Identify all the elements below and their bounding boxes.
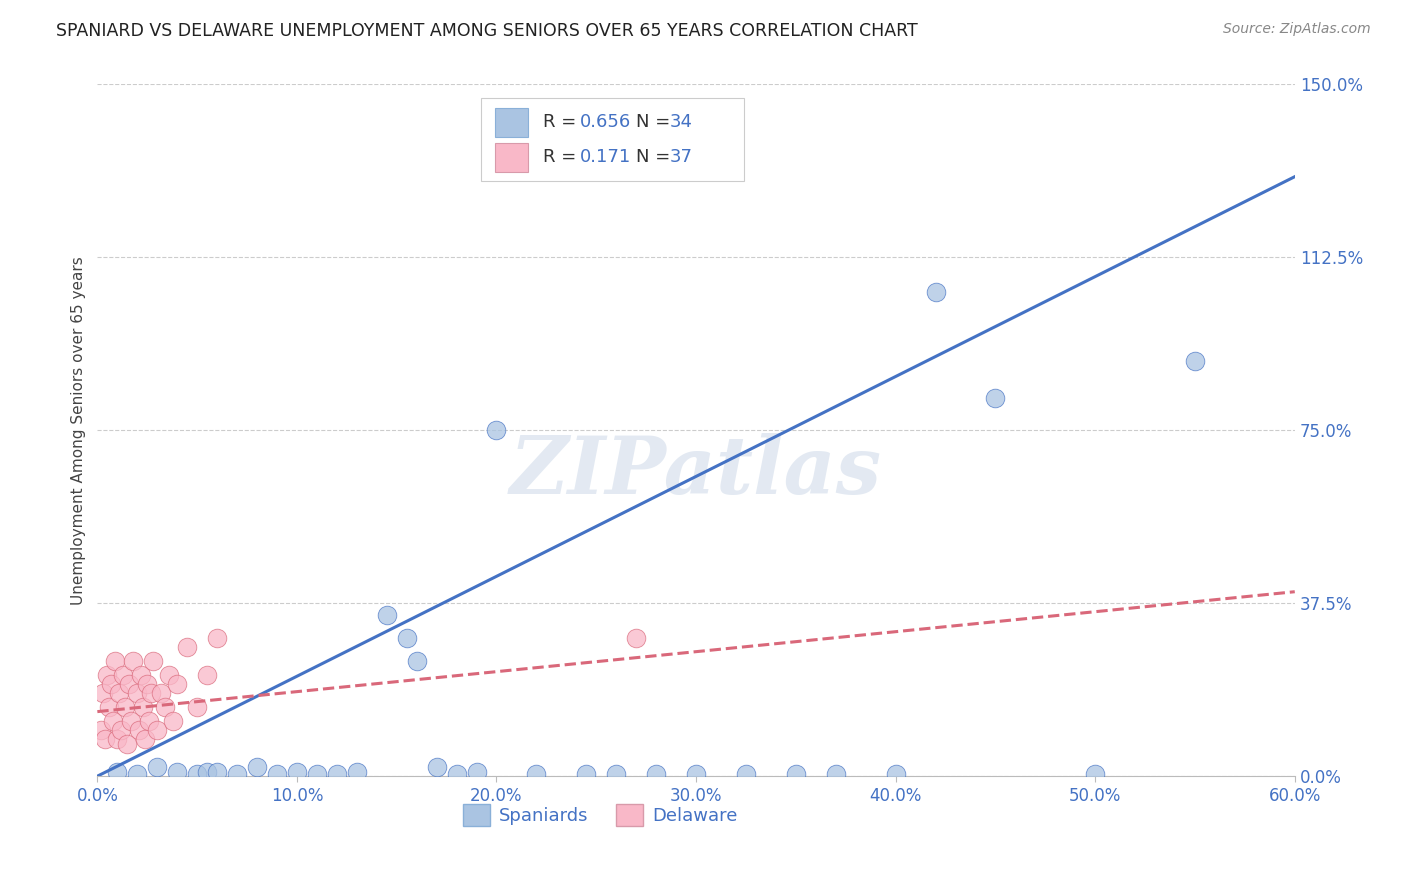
Point — [266, 767, 288, 781]
Point — [142, 654, 165, 668]
Point — [150, 686, 173, 700]
Point — [624, 631, 647, 645]
Point — [129, 667, 152, 681]
Text: 0.171: 0.171 — [579, 148, 631, 166]
Point — [924, 285, 946, 299]
Point — [824, 767, 846, 781]
Point — [485, 423, 508, 437]
Point — [90, 723, 112, 737]
Point — [685, 767, 707, 781]
Point — [326, 767, 349, 781]
Point — [575, 767, 598, 781]
Point — [103, 714, 125, 728]
Point — [205, 764, 228, 779]
Point — [405, 654, 427, 668]
Point — [162, 714, 184, 728]
Point — [134, 732, 156, 747]
Text: R =: R = — [543, 113, 582, 131]
Point — [884, 767, 907, 781]
Point — [96, 667, 118, 681]
Point — [104, 654, 127, 668]
Point — [785, 767, 807, 781]
Point — [100, 677, 122, 691]
Point — [128, 723, 150, 737]
Point — [735, 767, 758, 781]
Point — [465, 764, 488, 779]
Text: N =: N = — [636, 148, 676, 166]
Point — [132, 700, 155, 714]
Text: ZIPatlas: ZIPatlas — [510, 433, 882, 510]
Text: SPANIARD VS DELAWARE UNEMPLOYMENT AMONG SENIORS OVER 65 YEARS CORRELATION CHART: SPANIARD VS DELAWARE UNEMPLOYMENT AMONG … — [56, 22, 918, 40]
Point — [146, 760, 169, 774]
Point — [105, 732, 128, 747]
Point — [94, 732, 117, 747]
Point — [226, 767, 249, 781]
Text: R =: R = — [543, 148, 588, 166]
FancyBboxPatch shape — [495, 143, 529, 171]
Point — [195, 764, 218, 779]
Text: Source: ZipAtlas.com: Source: ZipAtlas.com — [1223, 22, 1371, 37]
Point — [205, 631, 228, 645]
Point — [157, 667, 180, 681]
Point — [166, 764, 188, 779]
Point — [166, 677, 188, 691]
Point — [186, 700, 208, 714]
Text: 0.656: 0.656 — [579, 113, 631, 131]
Point — [127, 686, 149, 700]
Point — [246, 760, 269, 774]
Point — [112, 667, 135, 681]
Text: N =: N = — [636, 113, 676, 131]
Point — [526, 767, 548, 781]
Point — [117, 737, 139, 751]
Point — [108, 686, 131, 700]
Point — [110, 723, 132, 737]
Point — [153, 700, 176, 714]
Point — [1084, 767, 1107, 781]
Point — [138, 714, 160, 728]
Point — [127, 767, 149, 781]
Point — [346, 764, 368, 779]
Y-axis label: Unemployment Among Seniors over 65 years: Unemployment Among Seniors over 65 years — [72, 256, 86, 605]
Point — [91, 686, 114, 700]
Point — [375, 607, 398, 622]
Text: 37: 37 — [669, 148, 693, 166]
Legend: Spaniards, Delaware: Spaniards, Delaware — [456, 797, 745, 833]
Point — [305, 767, 328, 781]
Point — [120, 714, 142, 728]
Point — [984, 391, 1007, 405]
Point — [176, 640, 198, 654]
Text: 34: 34 — [669, 113, 693, 131]
Point — [146, 723, 169, 737]
Point — [141, 686, 163, 700]
Point — [285, 764, 308, 779]
Point — [446, 767, 468, 781]
Point — [605, 767, 627, 781]
Point — [105, 764, 128, 779]
FancyBboxPatch shape — [481, 98, 744, 181]
Point — [426, 760, 449, 774]
Point — [1184, 354, 1206, 368]
Point — [395, 631, 418, 645]
Point — [114, 700, 136, 714]
Point — [122, 654, 145, 668]
Point — [195, 667, 218, 681]
Point — [98, 700, 121, 714]
Point — [118, 677, 141, 691]
Point — [136, 677, 159, 691]
Point — [186, 767, 208, 781]
FancyBboxPatch shape — [495, 108, 529, 137]
Point — [645, 767, 668, 781]
